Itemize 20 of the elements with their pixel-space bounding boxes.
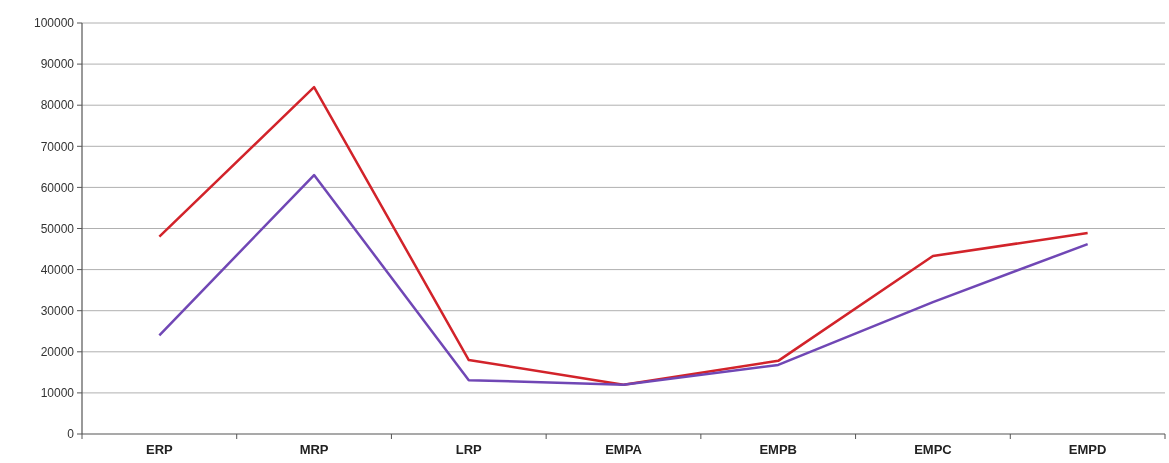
- x-tick-label: EMPD: [1068, 442, 1107, 457]
- line-series: [158, 173, 1089, 386]
- x-tick-label: EMPC: [914, 442, 953, 457]
- y-tick-label: 30000: [40, 303, 75, 318]
- line-series: [158, 85, 1089, 386]
- x-tick-label: EMPB: [759, 442, 797, 457]
- y-tick-label: 80000: [40, 98, 75, 113]
- x-tick-label: LRP: [455, 442, 483, 457]
- x-tick-label: ERP: [145, 442, 174, 457]
- y-tick-label: 100000: [33, 16, 75, 31]
- y-tick-label: 50000: [40, 221, 75, 236]
- y-tick-label: 10000: [40, 386, 75, 401]
- x-tick-label: EMPA: [605, 442, 643, 457]
- y-tick-label: 40000: [40, 262, 75, 277]
- y-tick-label: 90000: [40, 57, 75, 72]
- x-tick-label: MRP: [299, 442, 329, 457]
- y-tick-label: 60000: [40, 180, 75, 195]
- y-tick-label: 70000: [40, 139, 75, 154]
- y-tick-label: 0: [67, 427, 75, 442]
- y-tick-label: 20000: [40, 345, 75, 359]
